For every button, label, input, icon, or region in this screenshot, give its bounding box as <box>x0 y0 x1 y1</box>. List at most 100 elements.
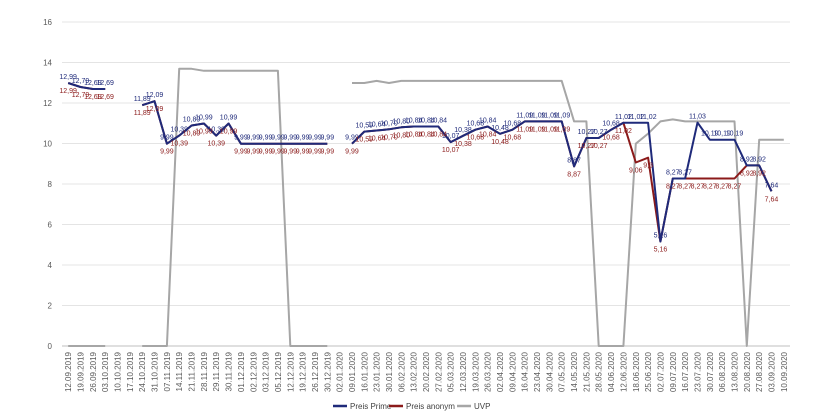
x-tick-label: 12.12.2019 <box>286 351 295 392</box>
x-tick-label: 18.06.2020 <box>632 351 641 392</box>
data-label: 10,68 <box>504 135 522 142</box>
data-label: 10,39 <box>170 141 188 148</box>
x-tick-label: 24.10.2019 <box>138 351 147 392</box>
data-label: 10,99 <box>195 114 213 121</box>
data-label: 11,02 <box>640 114 657 121</box>
data-label: 11,09 <box>553 126 570 133</box>
y-tick-label: 4 <box>48 261 53 270</box>
data-label: 8,27 <box>678 170 692 177</box>
data-label: 9,99 <box>345 135 359 142</box>
data-label: 9,99 <box>296 149 310 156</box>
data-label: 10,84 <box>430 131 448 138</box>
data-label: 10,70 <box>380 120 398 127</box>
data-label: 8,27 <box>666 170 680 177</box>
x-tick-label: 31.10.2019 <box>151 351 160 392</box>
x-tick-label: 10.09.2020 <box>780 351 789 392</box>
data-label: 11,09 <box>516 126 533 133</box>
data-label: 10,84 <box>479 131 497 138</box>
series-lines <box>67 67 784 347</box>
data-label: 10,19 <box>726 131 744 138</box>
x-tick-label: 05.03.2020 <box>447 351 456 392</box>
data-label: 9,99 <box>308 149 322 156</box>
data-label: 10,84 <box>430 117 448 124</box>
legend-label: Preis Prime <box>350 402 392 411</box>
data-label: 9,99 <box>320 135 334 142</box>
data-label: 9,99 <box>246 135 260 142</box>
x-tick-label: 09.04.2020 <box>508 351 517 392</box>
data-label: 12,69 <box>96 94 114 101</box>
y-tick-label: 2 <box>48 302 53 311</box>
data-label: 9,99 <box>296 135 310 142</box>
x-tick-label: 13.02.2020 <box>410 351 419 392</box>
data-label: 11,09 <box>516 112 533 119</box>
data-label: 8,87 <box>567 157 581 164</box>
data-label: 10,19 <box>713 131 731 138</box>
y-tick-label: 8 <box>48 180 53 189</box>
data-label: 8,27 <box>691 184 705 191</box>
x-tick-label: 23.04.2020 <box>533 351 542 392</box>
series-line-uvp <box>142 67 328 347</box>
x-tick-label: 05.12.2019 <box>274 351 283 392</box>
x-tick-label: 03.09.2020 <box>767 351 776 392</box>
series-line-preis-prime <box>141 100 328 145</box>
data-label: 10,27 <box>590 129 608 136</box>
data-label: 9,06 <box>629 168 643 175</box>
data-label: 8,92 <box>752 170 766 177</box>
x-tick-label: 07.05.2020 <box>558 351 567 392</box>
data-label: 9,99 <box>283 135 297 142</box>
x-tick-label: 30.07.2020 <box>706 351 715 392</box>
data-label: 9,99 <box>271 149 285 156</box>
data-label: 10,48 <box>491 139 509 146</box>
legend-label: UVP <box>474 402 490 411</box>
data-label: 8,92 <box>740 170 754 177</box>
x-tick-label: 30.11.2019 <box>225 351 234 391</box>
data-label: 10,38 <box>454 127 472 134</box>
data-label: 9,99 <box>234 149 248 156</box>
data-label: 12,99 <box>59 74 77 81</box>
x-tick-label: 19.03.2020 <box>471 351 480 392</box>
x-tick-label: 16.04.2020 <box>521 351 530 392</box>
series-line-uvp <box>352 79 784 347</box>
data-label: 8,87 <box>567 171 581 178</box>
data-label: 11,02 <box>615 128 632 135</box>
data-label: 11,89 <box>134 110 151 117</box>
data-label: 9,3 <box>643 163 653 170</box>
series-line-preis-prime <box>351 120 773 243</box>
y-axis-ticks: 0 2 4 6 8 10 12 14 16 <box>43 18 52 351</box>
data-label: 11,09 <box>529 126 546 133</box>
data-label: 10,84 <box>405 117 423 124</box>
data-label: 10,39 <box>207 127 225 134</box>
data-label: 10,39 <box>207 141 225 148</box>
data-label: 10,89 <box>183 130 201 137</box>
data-label: 10,59 <box>356 123 374 130</box>
data-label: 10,99 <box>195 128 213 135</box>
x-tick-label: 02.07.2020 <box>656 351 665 392</box>
data-label: 10,27 <box>578 143 596 150</box>
x-tick-label: 19.12.2019 <box>299 351 308 392</box>
data-label: 12,09 <box>146 106 164 113</box>
data-label: 10,68 <box>467 121 485 128</box>
x-tick-label: 01.12.2019 <box>237 351 246 392</box>
data-label: 11,89 <box>134 96 151 103</box>
x-tick-label: 30.01.2020 <box>385 351 394 392</box>
data-label: 8,27 <box>715 184 729 191</box>
data-label: 11,09 <box>553 112 570 119</box>
legend: Preis Prime Preis anonym UVP <box>333 402 490 411</box>
data-labels: 12,9912,7912,6912,6911,8912,099,9910,391… <box>59 74 778 254</box>
data-label: 11,09 <box>541 126 558 133</box>
x-tick-label: 17.10.2019 <box>126 351 135 392</box>
data-label: 7,64 <box>765 196 779 203</box>
series-line-preis-prime <box>67 82 106 90</box>
data-label: 8,27 <box>728 184 742 191</box>
data-label: 12,69 <box>96 80 114 87</box>
x-tick-label: 27.08.2020 <box>755 351 764 392</box>
data-label: 8,92 <box>752 156 766 163</box>
x-tick-label: 12.09.2019 <box>64 351 73 392</box>
x-tick-label: 26.03.2020 <box>484 351 493 392</box>
x-tick-label: 04.06.2020 <box>607 351 616 392</box>
data-label: 12,79 <box>72 78 90 85</box>
data-label: 10,64 <box>368 122 386 129</box>
x-tick-label: 28.11.2019 <box>200 351 209 391</box>
data-label: 10,27 <box>590 143 608 150</box>
